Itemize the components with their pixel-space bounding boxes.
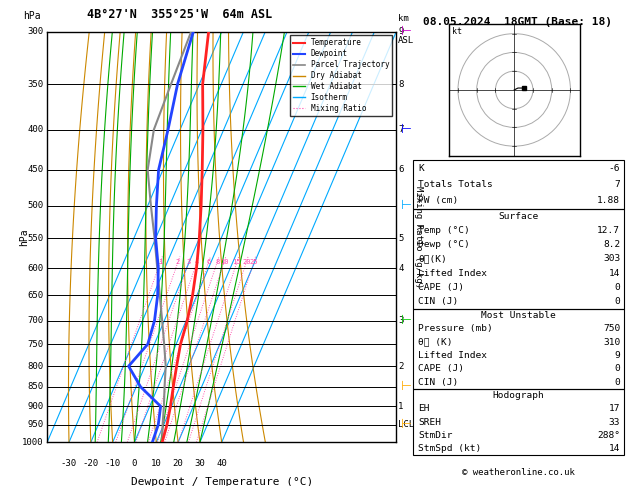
Text: 1: 1 xyxy=(398,402,403,411)
Text: 300: 300 xyxy=(28,27,43,36)
Text: CIN (J): CIN (J) xyxy=(418,297,459,306)
Text: -6: -6 xyxy=(609,164,620,173)
Text: K: K xyxy=(418,164,424,173)
Text: 750: 750 xyxy=(28,340,43,348)
Text: CAPE (J): CAPE (J) xyxy=(418,283,464,292)
Text: 6: 6 xyxy=(206,260,211,265)
Text: Totals Totals: Totals Totals xyxy=(418,180,493,189)
Text: θᴄ (K): θᴄ (K) xyxy=(418,337,453,347)
Text: 350: 350 xyxy=(28,80,43,88)
Text: CIN (J): CIN (J) xyxy=(418,378,459,387)
Text: ⊢: ⊢ xyxy=(401,418,412,431)
Text: 25: 25 xyxy=(250,260,258,265)
Text: -20: -20 xyxy=(83,459,99,468)
Text: 14: 14 xyxy=(609,444,620,453)
Text: 0: 0 xyxy=(615,297,620,306)
Text: 15: 15 xyxy=(233,260,241,265)
Text: -10: -10 xyxy=(104,459,121,468)
Text: 0: 0 xyxy=(131,459,137,468)
Text: 700: 700 xyxy=(28,316,43,325)
Text: 600: 600 xyxy=(28,263,43,273)
Text: 8.2: 8.2 xyxy=(603,240,620,249)
Text: 9: 9 xyxy=(615,351,620,360)
Text: hPa: hPa xyxy=(19,228,30,246)
Text: 750: 750 xyxy=(603,324,620,333)
Text: StmDir: StmDir xyxy=(418,431,453,440)
Text: 500: 500 xyxy=(28,201,43,210)
Text: 6: 6 xyxy=(398,165,403,174)
Text: km: km xyxy=(398,15,409,23)
Text: 310: 310 xyxy=(603,337,620,347)
Text: CAPE (J): CAPE (J) xyxy=(418,364,464,373)
Text: 20: 20 xyxy=(173,459,184,468)
Text: Lifted Index: Lifted Index xyxy=(418,269,487,278)
Text: 14: 14 xyxy=(609,269,620,278)
Text: 17: 17 xyxy=(609,404,620,413)
Text: 950: 950 xyxy=(28,420,43,429)
Text: -30: -30 xyxy=(61,459,77,468)
Text: 550: 550 xyxy=(28,234,43,243)
Text: 7: 7 xyxy=(615,180,620,189)
Text: Dewpoint / Temperature (°C): Dewpoint / Temperature (°C) xyxy=(131,477,313,486)
Text: 2: 2 xyxy=(398,362,403,371)
Text: 33: 33 xyxy=(609,417,620,427)
Text: Temp (°C): Temp (°C) xyxy=(418,226,470,235)
Text: 7: 7 xyxy=(398,125,403,134)
Legend: Temperature, Dewpoint, Parcel Trajectory, Dry Adiabat, Wet Adiabat, Isotherm, Mi: Temperature, Dewpoint, Parcel Trajectory… xyxy=(290,35,392,116)
Text: 850: 850 xyxy=(28,382,43,391)
Text: θᴄ(K): θᴄ(K) xyxy=(418,254,447,263)
Text: 1: 1 xyxy=(158,260,162,265)
Text: © weatheronline.co.uk: © weatheronline.co.uk xyxy=(462,468,575,477)
Text: 0: 0 xyxy=(615,364,620,373)
Text: 4B°27'N  355°25'W  64m ASL: 4B°27'N 355°25'W 64m ASL xyxy=(87,8,272,21)
Text: Pressure (mb): Pressure (mb) xyxy=(418,324,493,333)
Text: 450: 450 xyxy=(28,165,43,174)
Text: kt: kt xyxy=(452,27,462,35)
Text: 303: 303 xyxy=(603,254,620,263)
Text: ⊢: ⊢ xyxy=(401,199,412,212)
Text: 3: 3 xyxy=(187,260,191,265)
Text: 1000: 1000 xyxy=(22,438,43,447)
Text: 4: 4 xyxy=(398,263,403,273)
Text: LCL: LCL xyxy=(398,420,414,429)
Text: PW (cm): PW (cm) xyxy=(418,196,459,206)
Text: 900: 900 xyxy=(28,402,43,411)
Text: 12.7: 12.7 xyxy=(597,226,620,235)
Text: 1.88: 1.88 xyxy=(597,196,620,206)
Text: Dewp (°C): Dewp (°C) xyxy=(418,240,470,249)
Text: 9: 9 xyxy=(398,27,403,36)
Text: 10: 10 xyxy=(220,260,228,265)
Text: EH: EH xyxy=(418,404,430,413)
Text: 4: 4 xyxy=(195,260,199,265)
Text: 650: 650 xyxy=(28,291,43,300)
Text: 0: 0 xyxy=(615,378,620,387)
Text: 20: 20 xyxy=(242,260,250,265)
Text: ⊢: ⊢ xyxy=(401,25,412,38)
Text: Surface: Surface xyxy=(499,211,538,221)
Text: 30: 30 xyxy=(194,459,205,468)
Text: ⊢: ⊢ xyxy=(401,381,412,393)
Text: 8: 8 xyxy=(398,80,403,88)
Text: ASL: ASL xyxy=(398,35,414,45)
Text: hPa: hPa xyxy=(23,11,40,21)
Text: Lifted Index: Lifted Index xyxy=(418,351,487,360)
Text: 5: 5 xyxy=(398,234,403,243)
Text: ⊢: ⊢ xyxy=(401,123,412,136)
Text: SREH: SREH xyxy=(418,417,442,427)
Text: 10: 10 xyxy=(151,459,162,468)
Text: Mixing Ratio (g/kg): Mixing Ratio (g/kg) xyxy=(415,186,423,288)
Text: 3: 3 xyxy=(398,316,403,325)
Text: StmSpd (kt): StmSpd (kt) xyxy=(418,444,482,453)
Text: 288°: 288° xyxy=(597,431,620,440)
Text: 2: 2 xyxy=(175,260,180,265)
Text: 0: 0 xyxy=(615,283,620,292)
Text: ⊢: ⊢ xyxy=(401,314,412,327)
Text: 40: 40 xyxy=(216,459,227,468)
Text: Most Unstable: Most Unstable xyxy=(481,311,556,320)
Text: 8: 8 xyxy=(215,260,220,265)
Text: 400: 400 xyxy=(28,125,43,134)
Text: 08.05.2024  18GMT (Base: 18): 08.05.2024 18GMT (Base: 18) xyxy=(423,17,611,27)
Text: Hodograph: Hodograph xyxy=(493,391,545,400)
Text: 800: 800 xyxy=(28,362,43,371)
